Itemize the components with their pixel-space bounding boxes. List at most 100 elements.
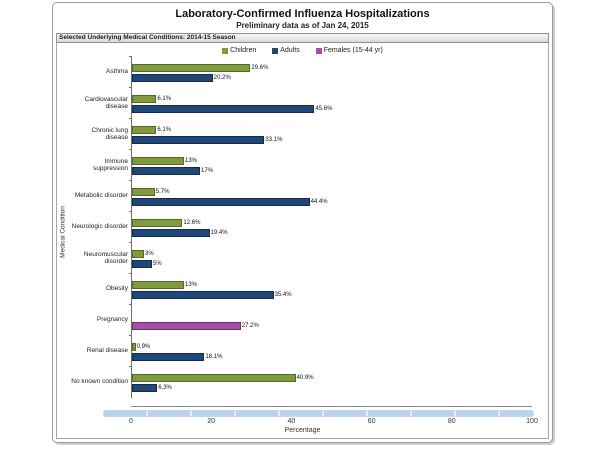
chart-row-chronic-lung-disease: Chronic lung disease 6.1% 33.1% [69, 118, 532, 150]
x-tick-label: 60 [367, 418, 376, 425]
bar-adults [132, 198, 310, 206]
chart-row-asthma: Asthma 29.6% 20.2% [69, 56, 532, 88]
chart-row-cardiovascular-disease: Cardiovascular disease 6.1% 45.6% [69, 87, 532, 119]
bar-value-label: 33.1% [265, 137, 283, 143]
category-label: Chronic lung disease [91, 126, 129, 141]
legend-item-females-15-44-yr-: Females (15-44 yr) [315, 47, 383, 54]
category-label: Immune suppression [92, 157, 128, 172]
bar-adults [132, 229, 210, 237]
chart-range-scrollbar[interactable] [103, 410, 534, 417]
x-tick-label: 80 [447, 418, 456, 425]
bar-children [132, 250, 144, 258]
category-label: Asthma [105, 68, 128, 76]
bar-value-label: 3% [145, 251, 154, 257]
plot-region: Medical Condition Asthma 29.6% 20.2% Cardio… [57, 56, 548, 406]
x-axis-title: Percentage [284, 427, 321, 434]
chart-row-no-known-condition: No known condition 40.9% 6.3% [69, 366, 532, 398]
y-axis-label: Medical Condition [59, 205, 67, 258]
x-tick-label: 100 [526, 418, 538, 425]
bars-area: 29.6% 20.2% [129, 56, 532, 88]
x-tick-label: 20 [207, 418, 216, 425]
bar-value-label: 6.1% [157, 127, 172, 133]
x-axis-line [131, 406, 532, 408]
bar-value-label: 19.4% [210, 230, 228, 236]
bar-children [132, 188, 155, 196]
bar-value-label: 13% [185, 282, 198, 288]
legend-label: Children [230, 47, 257, 54]
bar-value-label: 44.4% [310, 199, 328, 205]
chart-title: Laboratory-Confirmed Influenza Hospitali… [175, 8, 430, 20]
bars-area: 40.9% 6.3% [129, 366, 532, 398]
bar-children [132, 219, 183, 227]
bar-adults [132, 384, 158, 392]
category-label: Neurologic disorder [71, 223, 128, 231]
bar-children [132, 343, 136, 351]
category-label: Obesity [105, 285, 128, 293]
report-window: Laboratory-Confirmed Influenza Hospitali… [52, 2, 553, 443]
x-axis-ticks: 0 20 40 60 80 100 [129, 417, 538, 427]
bar-children [132, 374, 296, 382]
bar-value-label: 29.6% [251, 65, 269, 71]
bar-adults [132, 353, 205, 361]
bar-adults [132, 74, 213, 82]
bar-value-label: 27.2% [241, 323, 259, 329]
category-label: Renal disease [86, 347, 128, 355]
bar-adults [132, 260, 152, 268]
bar-value-label: 45.6% [315, 106, 333, 112]
bar-children [132, 95, 157, 103]
legend-swatch-icon [272, 47, 279, 54]
bar-children [132, 64, 251, 72]
chart-row-immune-suppression: Immune suppression 13% 17% [69, 149, 532, 181]
bar-adults [132, 105, 315, 113]
chart-row-neuromuscular-disorder: Neuromuscular disorder 3% 5% [69, 242, 532, 274]
legend-item-children: Children [222, 47, 256, 54]
legend-label: Females (15-44 yr) [323, 47, 383, 54]
x-tick-label: 0 [129, 418, 133, 425]
chart-area: Children Adults Females (15-44 yr) Medical… [56, 43, 549, 439]
legend-swatch-icon [222, 47, 229, 54]
bar-adults [132, 167, 200, 175]
bar-adults [132, 291, 274, 299]
chart-subtitle: Preliminary data as of Jan 24, 2015 [236, 21, 369, 30]
bar-value-label: 6.1% [157, 96, 172, 102]
chart-row-metabolic-disorder: Metabolic disorder 5.7% 44.4% [69, 180, 532, 212]
bars-area: 6.1% 33.1% [129, 118, 532, 150]
bar-females-15-44-yr- [132, 322, 241, 330]
bars-area: 13% 35.4% [129, 273, 532, 305]
category-label: Metabolic disorder [74, 192, 128, 200]
bar-value-label: 6.3% [158, 385, 172, 391]
bars-area: 13% 17% [129, 149, 532, 181]
bar-value-label: 18.1% [205, 354, 223, 360]
legend: Children Adults Females (15-44 yr) [57, 45, 548, 56]
category-label: No known condition [71, 378, 128, 386]
bar-rows: Asthma 29.6% 20.2% Cardiovascular disease 6.… [69, 56, 532, 406]
bar-value-label: 0.9% [136, 344, 151, 350]
bars-area: 6.1% 45.6% [129, 87, 532, 119]
bar-children [132, 281, 184, 289]
bar-value-label: 5% [153, 261, 162, 267]
bar-value-label: 12.6% [183, 220, 201, 226]
bars-area: 27.2% [129, 304, 532, 336]
panel-header: Selected Underlying Medical Conditions: … [56, 33, 549, 43]
category-label: Cardiovascular disease [84, 95, 128, 110]
bar-children [132, 126, 157, 134]
legend-swatch-icon [315, 47, 322, 54]
chart-row-obesity: Obesity 13% 35.4% [69, 273, 532, 305]
bar-value-label: 17% [201, 168, 214, 174]
category-label: Neuromuscular disorder [83, 250, 128, 265]
bar-value-label: 13% [185, 158, 198, 164]
bar-value-label: 35.4% [274, 292, 292, 298]
bars-area: 12.6% 19.4% [129, 211, 532, 243]
legend-label: Adults [280, 47, 300, 54]
legend-item-adults: Adults [272, 47, 300, 54]
category-label: Pregnancy [96, 316, 128, 324]
chart-row-renal-disease: Renal disease 0.9% 18.1% [69, 335, 532, 367]
bars-area: 5.7% 44.4% [129, 180, 532, 212]
bar-adults [132, 136, 265, 144]
bar-value-label: 5.7% [155, 189, 170, 195]
chart-row-pregnancy: Pregnancy 27.2% [69, 304, 532, 336]
bars-area: 0.9% 18.1% [129, 335, 532, 367]
bars-area: 3% 5% [129, 242, 532, 274]
bar-children [132, 157, 184, 165]
